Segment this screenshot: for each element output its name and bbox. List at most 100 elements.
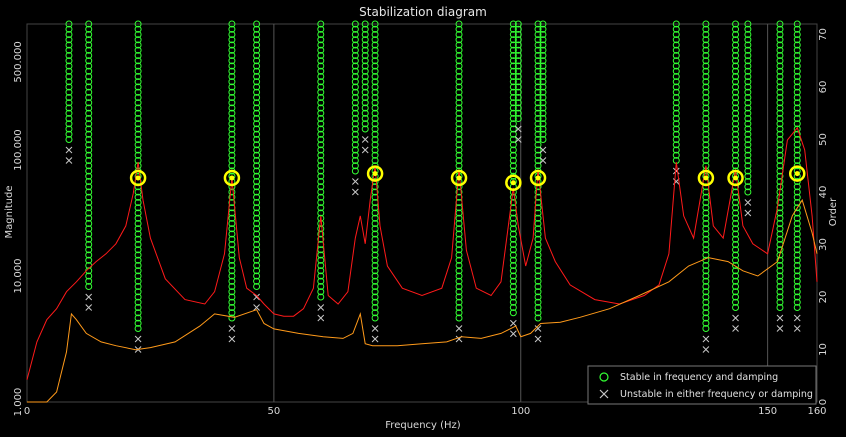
- stable-pole-marker: [534, 293, 542, 301]
- stable-pole-marker: [253, 130, 261, 138]
- stable-pole-marker: [85, 73, 93, 80]
- stable-pole-marker: [732, 109, 740, 117]
- stable-pole-marker: [253, 272, 261, 280]
- stable-pole-marker: [134, 52, 142, 59]
- stable-pole-marker: [702, 319, 710, 327]
- stable-pole-marker: [702, 235, 710, 243]
- stable-pole-marker: [65, 20, 73, 28]
- stable-pole-marker: [85, 125, 93, 133]
- stable-pole-marker: [361, 62, 369, 70]
- stable-pole-marker: [455, 309, 463, 317]
- stable-pole-marker: [134, 288, 142, 296]
- stable-pole-marker: [228, 272, 236, 280]
- stable-pole-marker: [455, 25, 463, 33]
- stable-pole-marker: [776, 88, 784, 96]
- stable-pole-marker: [732, 162, 740, 170]
- stable-pole-marker: [509, 109, 517, 117]
- plot-area: 0 50 100 150 160 1.000 10.000 100.000 500.000 0 10…: [13, 20, 829, 417]
- selected-mode-ring: [366, 165, 384, 182]
- stable-pole-marker: [672, 20, 680, 28]
- stable-pole-marker: [351, 162, 359, 170]
- stable-pole-marker: [85, 99, 93, 107]
- stable-pole-marker: [702, 20, 710, 28]
- stable-pole-marker: [776, 94, 784, 101]
- stable-pole-marker: [744, 141, 752, 149]
- stable-pole-marker: [702, 99, 710, 107]
- stable-pole-marker: [85, 183, 93, 191]
- stable-pole-marker: [371, 283, 379, 290]
- stable-pole-marker: [776, 288, 784, 296]
- stable-pole-marker: [65, 36, 73, 44]
- unstable-pole-marker: [776, 325, 784, 332]
- stable-pole-marker: [317, 141, 325, 149]
- stable-pole-marker: [134, 230, 142, 238]
- unstable-pole-marker: [509, 330, 517, 338]
- stable-pole-marker: [776, 283, 784, 290]
- stable-pole-marker: [361, 120, 369, 128]
- unstable-pole-marker: [65, 146, 73, 154]
- selected-mode-ring: [450, 169, 468, 187]
- unstable-pole-marker: [85, 304, 93, 311]
- stable-pole-marker: [509, 31, 517, 38]
- stable-pole-marker: [455, 220, 463, 227]
- stable-pole-marker: [134, 25, 142, 33]
- stable-pole-marker: [776, 146, 784, 154]
- stable-pole-marker: [509, 52, 517, 59]
- stable-pole-marker: [702, 94, 710, 101]
- stable-pole-marker: [253, 104, 261, 112]
- stable-pole-marker: [732, 141, 740, 149]
- stable-pole-marker: [371, 241, 379, 248]
- stable-pole-marker: [455, 46, 463, 54]
- stable-pole-marker: [534, 25, 542, 33]
- stable-pole-marker: [253, 136, 261, 143]
- stable-pole-marker: [455, 31, 463, 38]
- stable-pole-marker: [253, 220, 261, 227]
- stable-pole-marker: [534, 225, 542, 233]
- stable-pole-marker: [744, 188, 752, 196]
- stable-pole-marker: [534, 298, 542, 306]
- stable-pole-marker: [65, 67, 73, 75]
- stable-pole-marker: [85, 151, 93, 159]
- stable-pole-marker: [65, 109, 73, 117]
- stable-pole-marker: [744, 99, 752, 107]
- stable-pole-marker: [228, 193, 236, 201]
- stable-pole-marker: [455, 94, 463, 101]
- stable-pole-marker: [514, 57, 522, 65]
- stable-pole-marker: [744, 146, 752, 154]
- stable-pole-marker: [228, 162, 236, 170]
- stable-pole-marker: [134, 235, 142, 243]
- stable-pole-marker: [509, 230, 517, 238]
- selected-mode-ring: [223, 169, 241, 187]
- stable-pole-marker: [228, 151, 236, 159]
- stable-pole-marker: [134, 136, 142, 143]
- stable-pole-marker: [85, 241, 93, 248]
- stable-pole-marker: [351, 167, 359, 175]
- stable-pole-marker: [455, 288, 463, 296]
- stable-pole-marker: [253, 262, 261, 269]
- stable-pole-marker: [455, 188, 463, 196]
- stable-pole-marker: [672, 57, 680, 65]
- stable-pole-marker: [455, 99, 463, 107]
- stable-pole-marker: [361, 115, 369, 122]
- unstable-pole-marker: [732, 325, 739, 332]
- legend-box: [587, 365, 817, 405]
- stable-pole-marker: [744, 46, 752, 54]
- stable-pole-marker: [455, 62, 463, 70]
- stable-pole-marker: [744, 88, 752, 96]
- stable-pole-marker: [744, 178, 752, 185]
- stable-pole-marker: [776, 298, 784, 306]
- unstable-pole-marker: [793, 325, 801, 332]
- stable-pole-marker: [509, 62, 517, 70]
- stable-pole-marker: [732, 62, 740, 70]
- stable-pole-marker: [732, 214, 740, 222]
- stable-pole-marker: [672, 25, 680, 33]
- stable-pole-marker: [85, 178, 93, 185]
- stable-pole-marker: [776, 251, 784, 259]
- stable-pole-marker: [134, 283, 142, 290]
- stable-pole-marker: [361, 31, 369, 38]
- stable-pole-marker: [85, 204, 93, 212]
- selected-mode-marker: [505, 174, 522, 191]
- stable-pole-marker: [534, 78, 542, 86]
- stable-pole-marker: [134, 220, 142, 227]
- stable-pole-marker: [509, 141, 517, 149]
